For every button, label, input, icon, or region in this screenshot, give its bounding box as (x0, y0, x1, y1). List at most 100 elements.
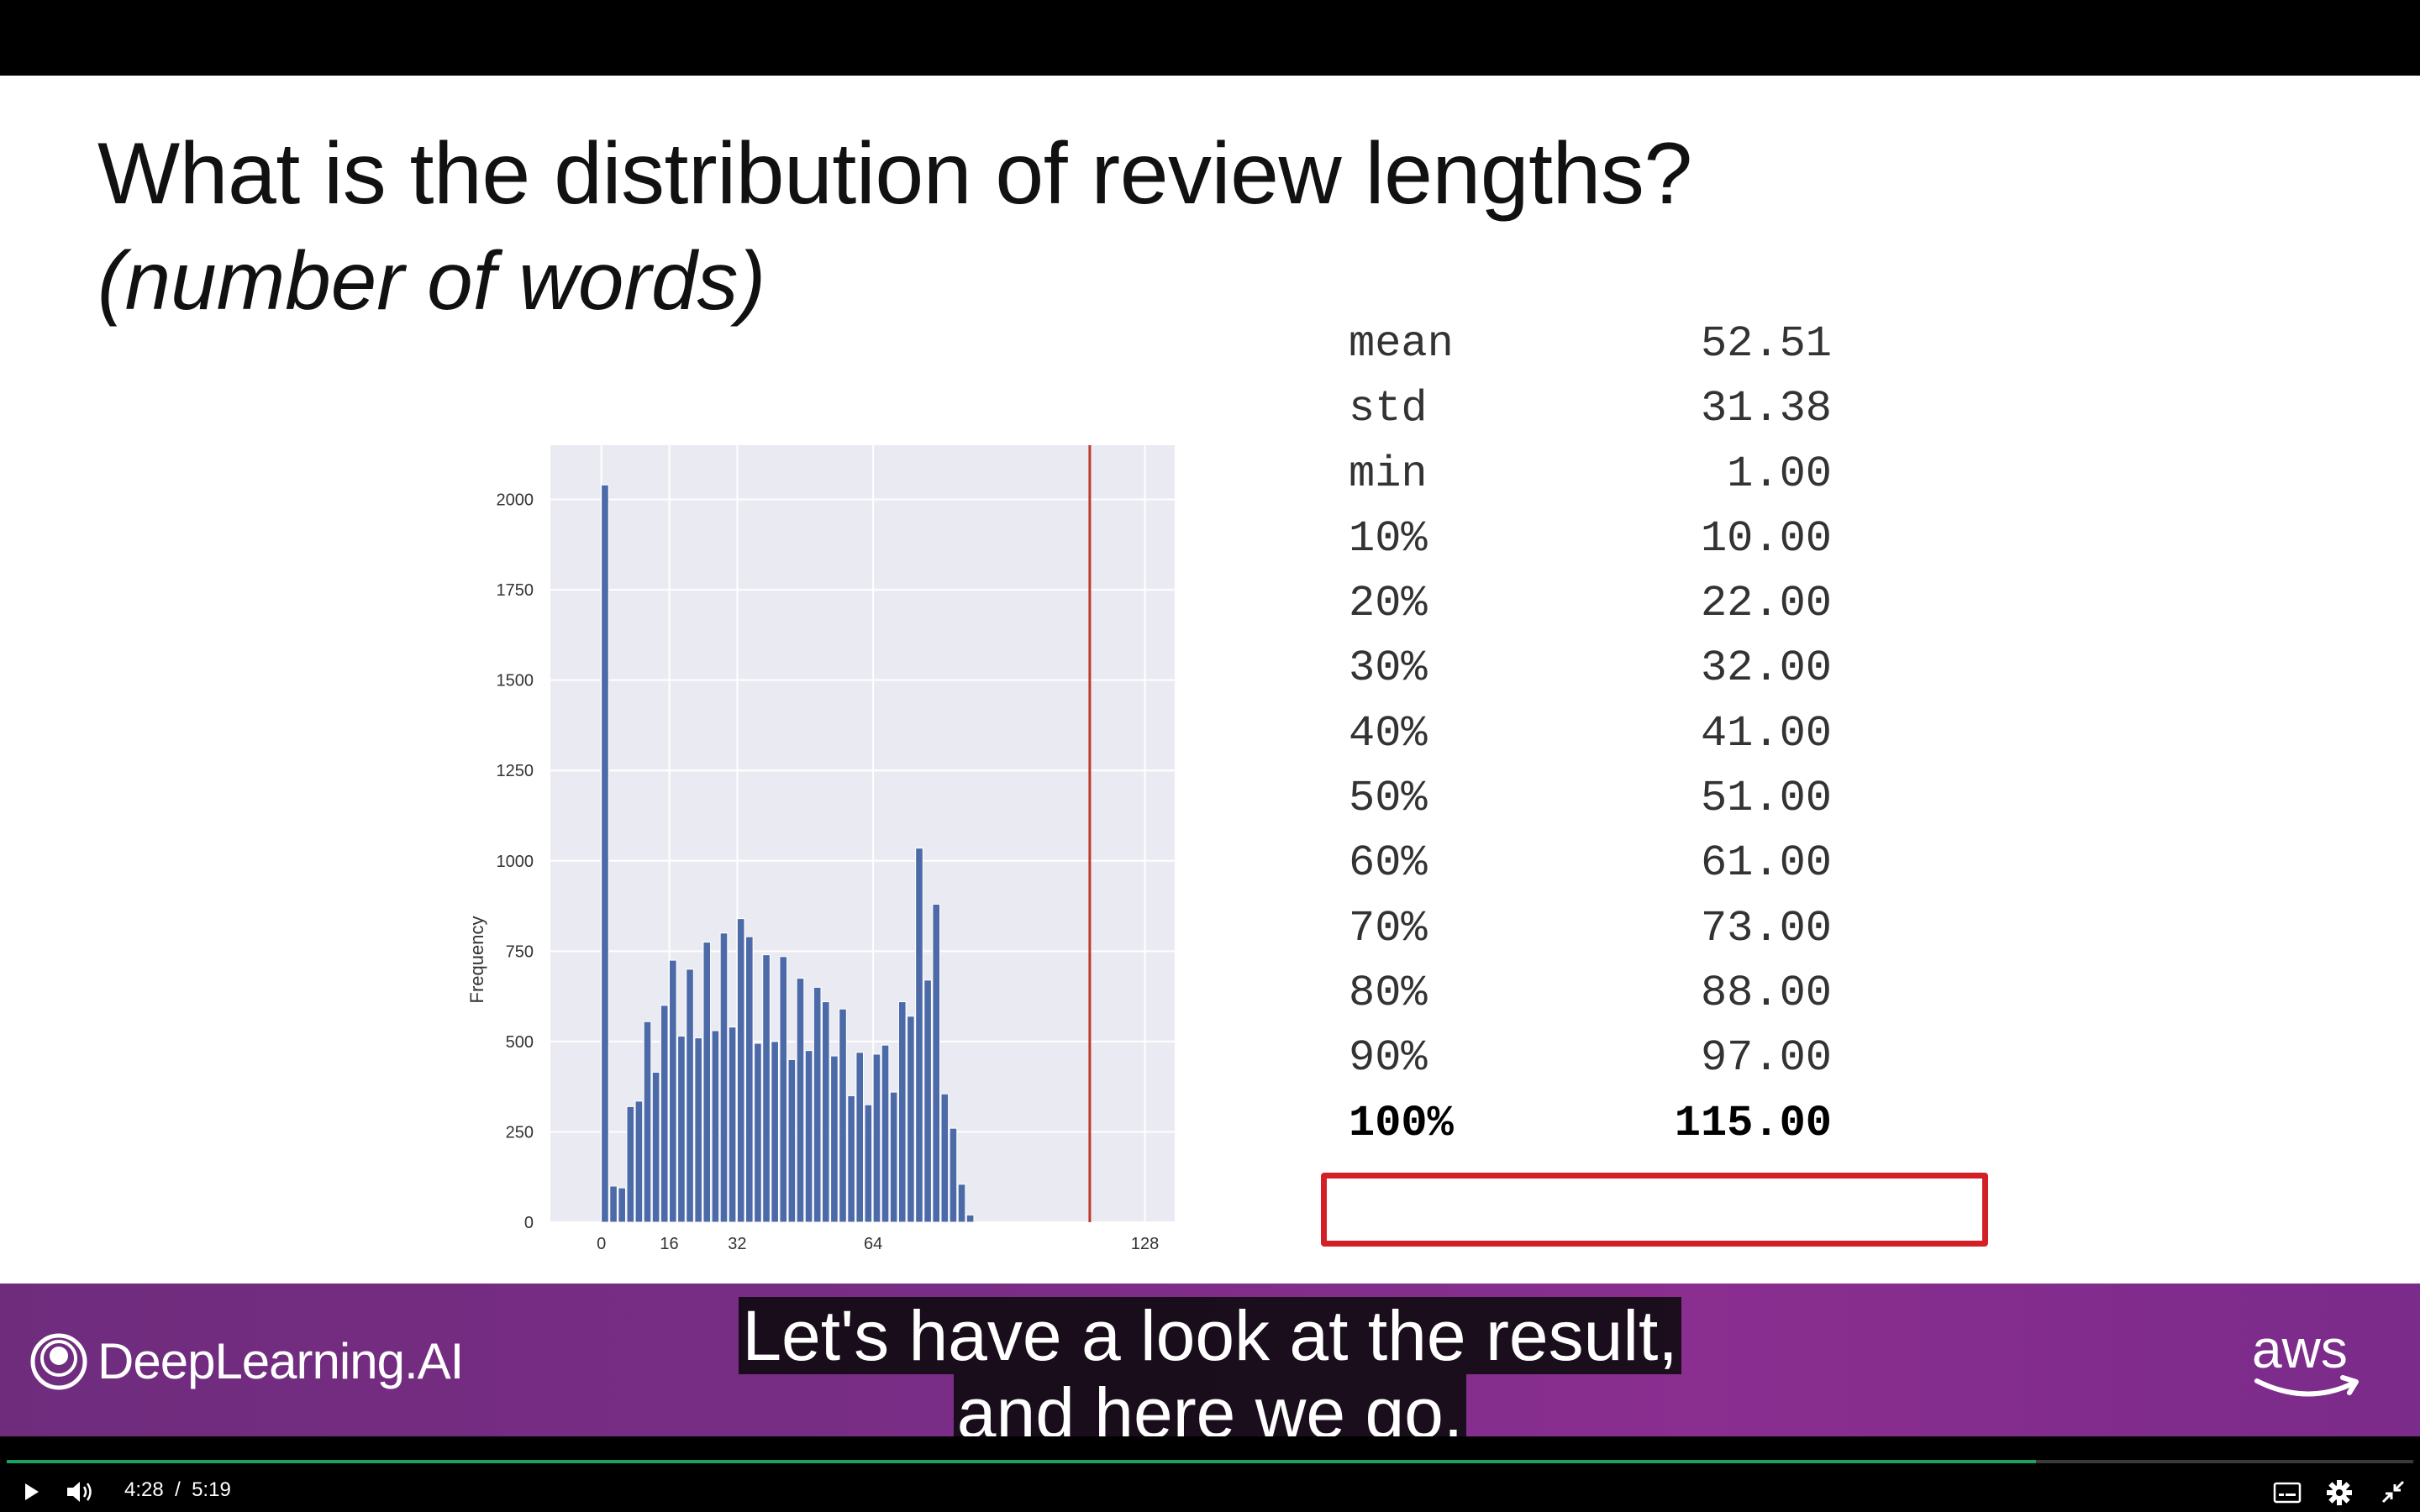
y-tick-label: 1500 (497, 672, 534, 690)
exit-fullscreen-icon[interactable] (2376, 1475, 2410, 1509)
stat-value: 22.00 (1700, 579, 1832, 629)
aws-logo-text: aws (2252, 1319, 2348, 1379)
stat-value: 51.00 (1700, 774, 1832, 824)
subtitle-line-1: Let's have a look at the result, (739, 1297, 1681, 1374)
histogram-bar (686, 969, 694, 1223)
stat-value: 32.00 (1700, 643, 1832, 694)
histogram-bar (762, 954, 771, 1223)
histogram-bar (821, 1001, 830, 1223)
x-tick-label: 0 (597, 1235, 606, 1253)
y-tick-label: 1250 (497, 762, 534, 780)
histogram-bar (779, 956, 788, 1223)
deeplearning-ai-icon (30, 1333, 87, 1389)
histogram-bar (609, 1185, 618, 1223)
stat-label: 40% (1349, 708, 1428, 759)
stat-label: 60% (1349, 838, 1428, 889)
y-tick-label: 1000 (497, 853, 534, 871)
histogram-bar (669, 959, 677, 1223)
histogram-bar (855, 1052, 865, 1223)
stat-label: 70% (1349, 903, 1428, 953)
histogram-bar (719, 932, 729, 1223)
histogram-bar (889, 1091, 898, 1223)
histogram-bar (923, 979, 932, 1223)
histogram-bar (965, 1214, 975, 1223)
histogram-bar (949, 1127, 958, 1223)
stat-row: 60% 61.00 (1344, 838, 1832, 903)
histogram-bar (897, 1001, 907, 1223)
stat-row: min 1.00 (1344, 449, 1832, 514)
x-tick-label: 16 (660, 1235, 678, 1253)
y-axis-label: Frequency (466, 916, 487, 1004)
stat-row: 10% 10.00 (1344, 514, 1832, 579)
stat-label: 50% (1349, 774, 1428, 824)
volume-icon[interactable] (64, 1475, 97, 1509)
captions-icon[interactable] (2272, 1475, 2302, 1509)
histogram-bar (736, 918, 745, 1223)
stat-value: 41.00 (1700, 708, 1832, 759)
play-icon[interactable] (18, 1475, 45, 1509)
subtitles: Let's have a look at the result, and her… (0, 1297, 2420, 1452)
histogram-bar (601, 484, 609, 1223)
y-tick-label: 1750 (497, 581, 534, 600)
histogram-bar (771, 1041, 779, 1223)
deeplearning-ai-logo: DeepLearning.AI (30, 1332, 464, 1390)
y-tick-label: 750 (506, 942, 534, 961)
stat-label: 10% (1349, 513, 1428, 564)
slide-title: What is the distribution of review lengt… (97, 125, 1692, 223)
stat-value: 1.00 (1727, 449, 1832, 499)
stat-label: 30% (1349, 643, 1428, 694)
max-highlight-box (1321, 1173, 1988, 1247)
stat-row: 30% 32.00 (1344, 643, 1832, 708)
review-length-histogram: 0 250 500 750 1000 1250 1500 1750 2000 0 16 32 64 128… (466, 445, 1175, 1253)
histogram-bar (847, 1095, 855, 1223)
histogram-bar (872, 1053, 881, 1223)
aws-logo: aws (2252, 1319, 2359, 1397)
stats-table: mean 52.51 std 31.38 min 1.00 10% 10.00 20% 22.00… (1344, 319, 1832, 1163)
duration: 5:19 (192, 1478, 231, 1501)
stat-value: 73.00 (1700, 903, 1832, 953)
histogram-bar (813, 986, 822, 1223)
stat-row: 70% 73.00 (1344, 904, 1832, 969)
histogram-bar (651, 1071, 660, 1223)
stat-label: min (1349, 449, 1428, 499)
histogram-bar (660, 1005, 669, 1223)
y-tick-label: 500 (506, 1033, 534, 1052)
stat-label: 20% (1349, 579, 1428, 629)
stat-label: 90% (1349, 1033, 1428, 1084)
histogram-bar (881, 1044, 890, 1223)
stat-label: 100% (1349, 1098, 1454, 1148)
histogram-bar (643, 1021, 652, 1223)
histogram-bar (907, 1016, 915, 1223)
y-tick-label: 250 (506, 1123, 534, 1142)
slide: What is the distribution of review lengt… (0, 76, 2420, 1284)
stat-value: 52.51 (1700, 319, 1832, 369)
histogram-bar (830, 1055, 839, 1223)
x-tick-label: 32 (728, 1235, 746, 1253)
settings-icon[interactable] (2323, 1475, 2356, 1509)
histogram-bar (839, 1008, 847, 1223)
time-display: 4:28 / 5:19 (124, 1478, 231, 1502)
stat-label: std (1349, 384, 1428, 434)
histogram-bar (728, 1026, 737, 1223)
histogram-bar (618, 1187, 626, 1223)
histogram-bar (745, 936, 754, 1223)
histogram-bar (626, 1105, 635, 1223)
top-letterbox (0, 0, 2420, 76)
stat-row: 40% 41.00 (1344, 709, 1832, 774)
histogram-bar (787, 1058, 797, 1223)
progress-bar[interactable] (7, 1460, 2413, 1463)
histogram-bar (711, 1030, 720, 1223)
stat-label: mean (1349, 319, 1454, 369)
stat-row: 80% 88.00 (1344, 969, 1832, 1033)
histogram-bar (957, 1184, 966, 1223)
progress-fill (7, 1460, 2037, 1463)
stat-row: 90% 97.00 (1344, 1033, 1832, 1098)
histogram-bar (634, 1100, 644, 1223)
x-tick-label: 64 (864, 1235, 882, 1253)
histogram-bar (804, 1050, 813, 1223)
x-tick-label: 128 (1131, 1235, 1159, 1253)
stat-row: 20% 22.00 (1344, 579, 1832, 643)
stat-value: 97.00 (1700, 1033, 1832, 1084)
slide-subtitle: (number of words) (97, 234, 766, 327)
stat-value: 115.00 (1674, 1098, 1832, 1148)
